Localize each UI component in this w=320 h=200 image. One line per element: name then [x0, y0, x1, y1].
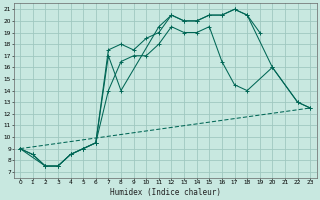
X-axis label: Humidex (Indice chaleur): Humidex (Indice chaleur) — [110, 188, 220, 197]
